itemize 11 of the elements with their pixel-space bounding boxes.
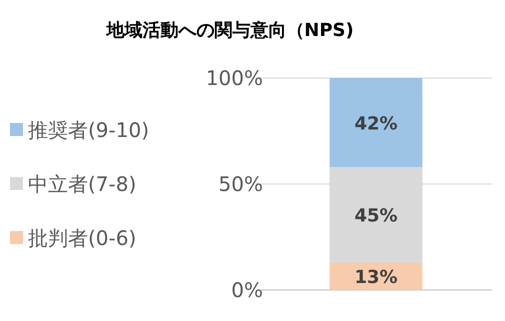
legend-label: 中立者(7-8)	[28, 172, 136, 196]
data-label: 42%	[354, 114, 398, 135]
y-tick-label: 100%	[206, 66, 263, 90]
bar	[330, 78, 422, 168]
data-label: 45%	[354, 206, 398, 227]
y-tick-label: 0%	[231, 278, 263, 302]
legend-label: 批判者(0-6)	[28, 226, 136, 250]
chart-title: 地域活動への関与意向（NPS)	[105, 20, 354, 41]
y-tick-label: 50%	[218, 172, 263, 196]
legend-label: 推奨者(9-10)	[28, 118, 149, 142]
data-label: 13%	[354, 267, 398, 288]
